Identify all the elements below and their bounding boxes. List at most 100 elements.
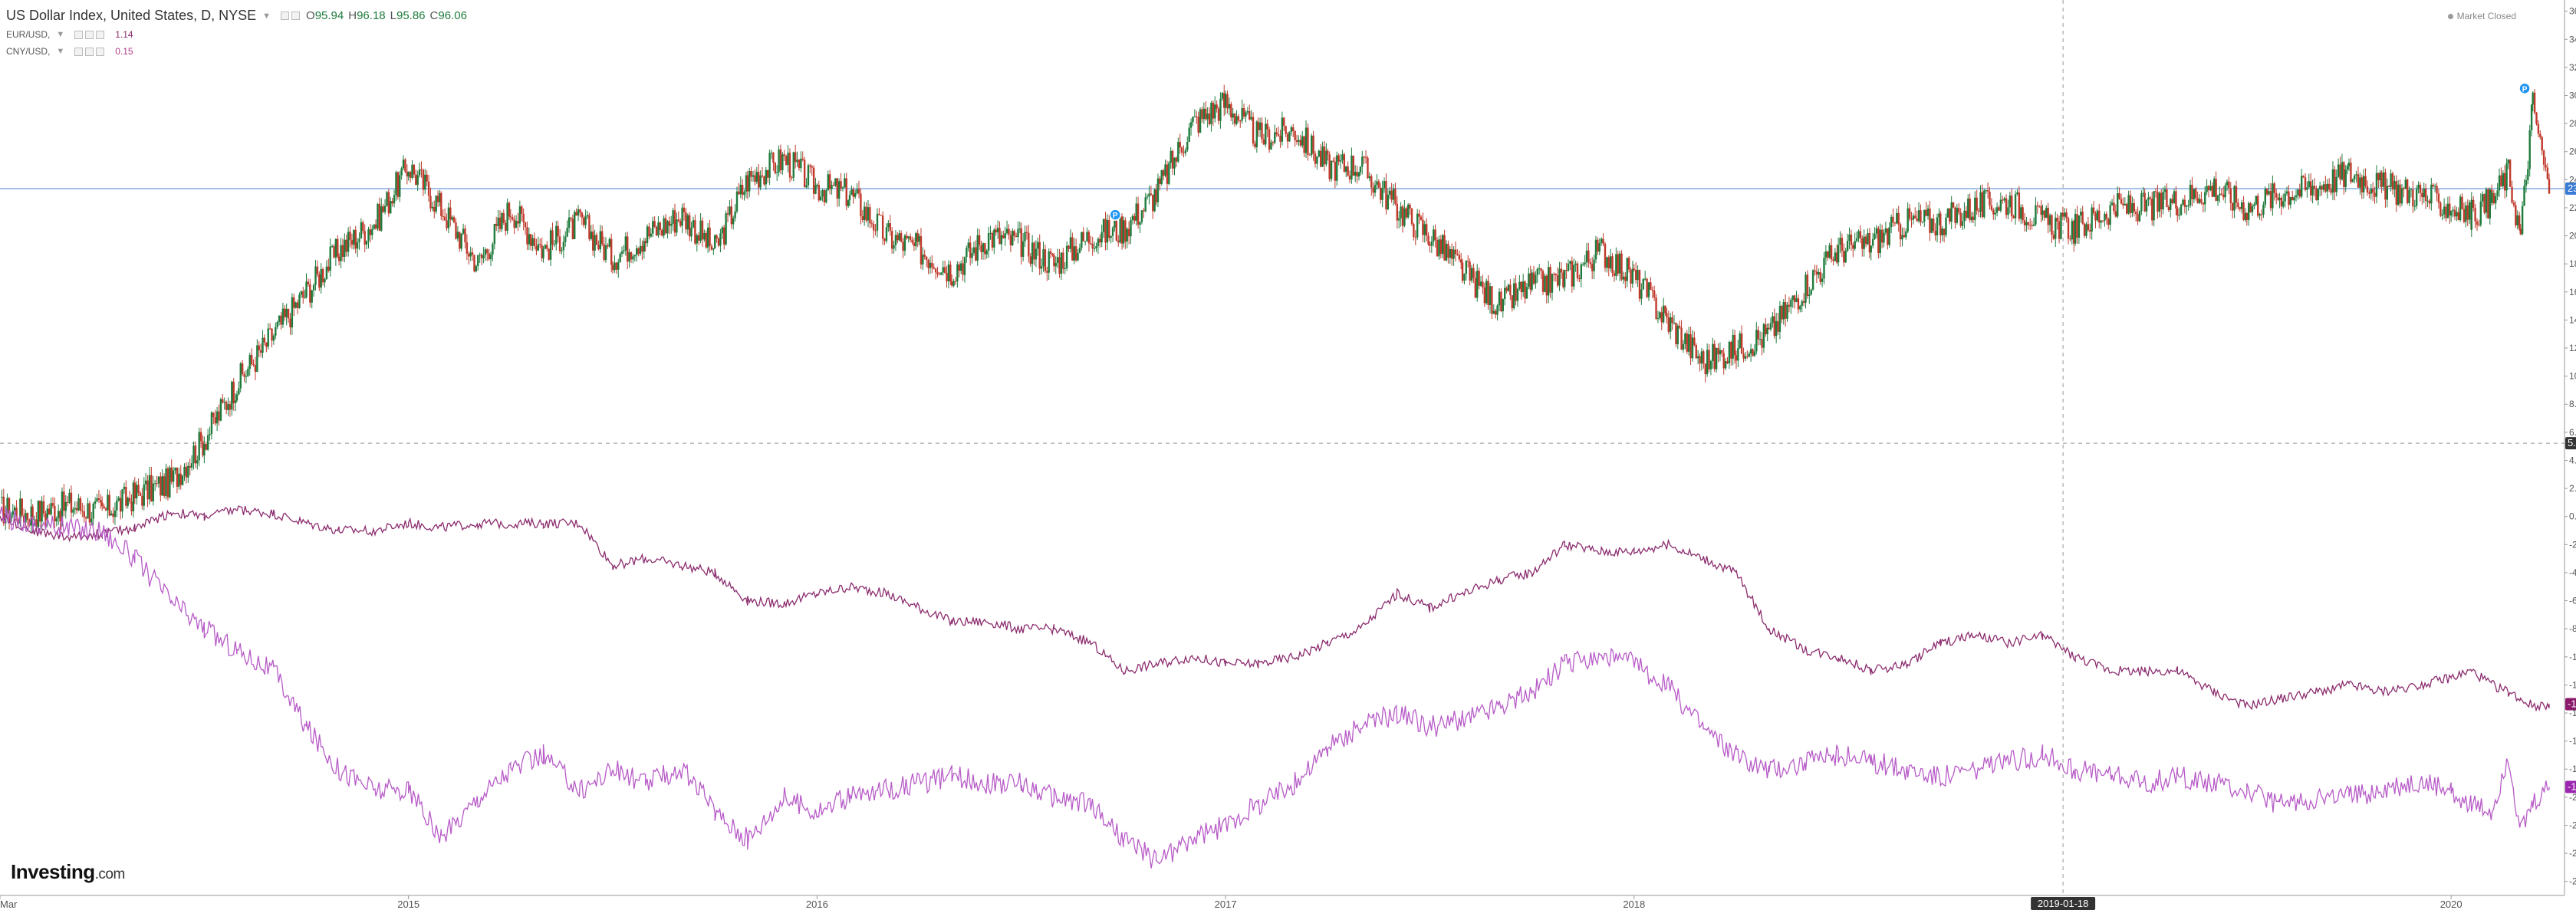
remove-icon[interactable] bbox=[96, 47, 105, 56]
candle-body bbox=[75, 508, 78, 511]
candle-body bbox=[1769, 323, 1772, 330]
chevron-down-icon[interactable]: ▼ bbox=[56, 47, 65, 56]
candle-body bbox=[1020, 228, 1022, 258]
candle-body bbox=[1638, 270, 1641, 299]
candle-body bbox=[2178, 215, 2180, 216]
candle-body bbox=[1857, 231, 1860, 238]
candle-body bbox=[6, 498, 8, 514]
candle-body bbox=[783, 154, 785, 156]
candle-body bbox=[752, 175, 755, 177]
candle-body bbox=[978, 235, 981, 245]
candle-body bbox=[2257, 195, 2259, 216]
candle-body bbox=[794, 152, 797, 163]
settings-icon[interactable] bbox=[85, 47, 94, 56]
y-tick-label: -10.00% bbox=[2569, 652, 2576, 662]
candle-body bbox=[1232, 113, 1234, 118]
candle-body bbox=[2496, 190, 2499, 196]
candle-body bbox=[284, 308, 286, 317]
candle-body bbox=[878, 213, 880, 215]
candle-body bbox=[1574, 263, 1577, 265]
candle-body bbox=[1875, 228, 1878, 234]
event-marker-glyph: P bbox=[1113, 212, 1118, 220]
candle-body bbox=[699, 220, 702, 241]
legend-controls bbox=[72, 47, 105, 56]
candle-body bbox=[1452, 249, 1455, 259]
settings-icon[interactable] bbox=[291, 11, 301, 20]
candle-body bbox=[442, 215, 444, 217]
candle-body bbox=[1012, 231, 1014, 245]
candle-body bbox=[1544, 275, 1546, 292]
candle-body bbox=[962, 263, 964, 275]
candle-body bbox=[2129, 195, 2132, 214]
y-tick-label: -18.00% bbox=[2569, 764, 2576, 774]
candle-body bbox=[369, 229, 372, 235]
brand-suffix: .com bbox=[94, 866, 126, 882]
candle-body bbox=[2472, 199, 2475, 209]
cny-series-name[interactable]: CNY/USD, bbox=[6, 46, 51, 57]
candle-body bbox=[893, 245, 895, 249]
candle-body bbox=[1615, 254, 1617, 276]
candle-body bbox=[1398, 218, 1400, 221]
candle-body bbox=[1715, 347, 1718, 370]
candle-body bbox=[161, 476, 163, 496]
candle-body bbox=[449, 207, 452, 220]
candle-body bbox=[1995, 207, 1999, 213]
candle-body bbox=[1458, 255, 1460, 260]
y-tick-label: 16.00% bbox=[2569, 287, 2576, 297]
candle-body bbox=[801, 158, 804, 160]
remove-icon[interactable] bbox=[96, 30, 105, 39]
candle-body bbox=[1135, 203, 1137, 221]
candle-body bbox=[787, 153, 789, 166]
candle-body bbox=[475, 265, 478, 272]
candle-body bbox=[41, 501, 43, 522]
candle-body bbox=[2362, 176, 2365, 192]
candle-body bbox=[30, 506, 32, 526]
candle-body bbox=[2315, 189, 2318, 200]
candle-body bbox=[1292, 127, 1295, 131]
settings-icon[interactable] bbox=[85, 30, 94, 39]
chevron-down-icon[interactable]: ▼ bbox=[56, 30, 65, 39]
candle-body bbox=[2064, 212, 2066, 217]
candle-body bbox=[1703, 351, 1705, 364]
candle-body bbox=[963, 257, 966, 275]
candle-body bbox=[881, 215, 884, 239]
candle-body bbox=[1403, 208, 1406, 226]
candle-body bbox=[1361, 156, 1364, 167]
candle-body bbox=[947, 264, 950, 281]
main-series-name[interactable]: US Dollar Index, United States, D, NYSE bbox=[6, 8, 257, 23]
candle-body bbox=[735, 191, 739, 212]
candle-body bbox=[1180, 147, 1183, 153]
candle-body bbox=[1439, 239, 1443, 255]
candle-body bbox=[2016, 192, 2018, 195]
visibility-toggle-icon[interactable] bbox=[74, 47, 84, 56]
candle-body bbox=[920, 236, 923, 264]
brand-logo: Investing.com bbox=[11, 860, 125, 884]
candle-body bbox=[508, 202, 511, 217]
candle-body bbox=[300, 291, 303, 295]
candle-body bbox=[1659, 312, 1661, 319]
candle-body bbox=[110, 513, 113, 516]
candle-body bbox=[1788, 304, 1791, 307]
candle-body bbox=[1518, 281, 1521, 289]
candle-body bbox=[590, 232, 593, 239]
visibility-toggle-icon[interactable] bbox=[74, 30, 84, 39]
candle-body bbox=[2410, 189, 2413, 191]
candle-body bbox=[2220, 193, 2222, 195]
candle-body bbox=[1381, 188, 1383, 200]
candle-body bbox=[617, 262, 620, 270]
candle-body bbox=[2259, 214, 2261, 216]
eur-series-name[interactable]: EUR/USD, bbox=[6, 29, 51, 40]
candle-body bbox=[83, 511, 85, 517]
candle-body bbox=[719, 233, 722, 246]
visibility-toggle-icon[interactable] bbox=[281, 11, 290, 20]
series-layer bbox=[0, 84, 2551, 869]
candle-body bbox=[792, 152, 795, 178]
candle-body bbox=[1459, 259, 1462, 263]
candle-body bbox=[966, 248, 968, 258]
candle-body bbox=[480, 255, 483, 258]
candle-body bbox=[267, 328, 269, 347]
chevron-down-icon[interactable]: ▼ bbox=[262, 11, 271, 21]
ohlc-low-label: L bbox=[390, 9, 396, 22]
candle-body bbox=[119, 498, 122, 512]
